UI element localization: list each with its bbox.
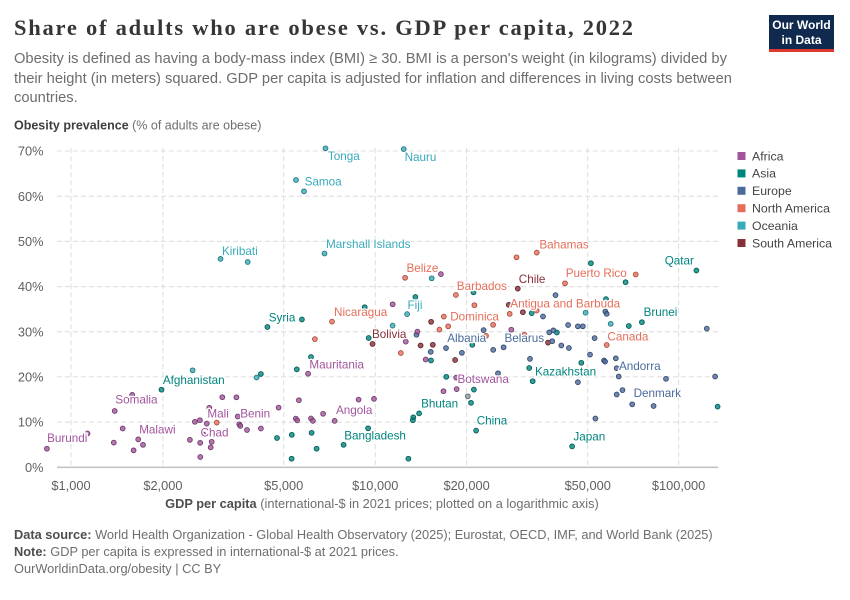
svg-text:10%: 10% xyxy=(18,415,44,430)
svg-text:Oceania: Oceania xyxy=(752,219,798,233)
svg-text:Fiji: Fiji xyxy=(408,299,423,312)
svg-text:Nicaragua: Nicaragua xyxy=(334,306,388,319)
svg-text:Obesity prevalence (% of adult: Obesity prevalence (% of adults are obes… xyxy=(14,119,261,133)
svg-text:Malawi: Malawi xyxy=(139,424,175,437)
svg-text:$2,000: $2,000 xyxy=(143,478,182,493)
svg-text:Puerto Rico: Puerto Rico xyxy=(566,267,628,280)
svg-text:Qatar: Qatar xyxy=(665,254,694,267)
svg-text:Asia: Asia xyxy=(752,167,776,181)
svg-text:Mali: Mali xyxy=(207,407,228,420)
svg-text:Chile: Chile xyxy=(519,273,546,286)
svg-text:Nauru: Nauru xyxy=(405,151,437,164)
svg-text:Somalia: Somalia xyxy=(115,393,158,406)
svg-text:Bhutan: Bhutan xyxy=(421,397,458,410)
svg-text:$50,000: $50,000 xyxy=(565,478,611,493)
svg-text:Bangladesh: Bangladesh xyxy=(344,429,406,442)
svg-text:Syria: Syria xyxy=(269,312,296,325)
svg-text:Afghanistan: Afghanistan xyxy=(163,374,225,387)
svg-text:$100,000: $100,000 xyxy=(652,478,705,493)
svg-text:Barbados: Barbados xyxy=(457,280,507,293)
svg-text:Marshall Islands: Marshall Islands xyxy=(326,238,411,251)
svg-text:0%: 0% xyxy=(25,460,44,475)
svg-text:GDP per capita (international-: GDP per capita (international-$ in 2021 … xyxy=(165,496,599,511)
svg-text:60%: 60% xyxy=(18,189,44,204)
svg-text:Albania: Albania xyxy=(447,332,486,345)
svg-text:$10,000: $10,000 xyxy=(352,478,398,493)
svg-text:Brunei: Brunei xyxy=(644,306,678,319)
svg-text:North America: North America xyxy=(752,202,830,216)
svg-text:30%: 30% xyxy=(18,324,44,339)
svg-text:$1,000: $1,000 xyxy=(51,478,90,493)
svg-text:Belize: Belize xyxy=(407,262,439,275)
svg-text:Dominica: Dominica xyxy=(450,311,499,324)
svg-text:Chad: Chad xyxy=(201,427,229,440)
svg-text:Mauritania: Mauritania xyxy=(309,359,364,372)
svg-text:Kazakhstan: Kazakhstan xyxy=(535,366,596,379)
svg-text:Bahamas: Bahamas xyxy=(539,239,589,252)
svg-text:Antigua and Barbuda: Antigua and Barbuda xyxy=(510,297,620,310)
svg-text:Kiribati: Kiribati xyxy=(222,245,258,258)
svg-text:$5,000: $5,000 xyxy=(264,478,303,493)
svg-text:Bolivia: Bolivia xyxy=(372,328,407,341)
svg-text:Angola: Angola xyxy=(336,404,373,417)
svg-text:Denmark: Denmark xyxy=(634,387,682,400)
svg-text:$20,000: $20,000 xyxy=(443,478,489,493)
svg-text:70%: 70% xyxy=(18,144,44,159)
svg-text:Burundi: Burundi xyxy=(47,432,87,445)
svg-text:Benin: Benin xyxy=(240,407,270,420)
svg-text:40%: 40% xyxy=(18,279,44,294)
svg-text:50%: 50% xyxy=(18,234,44,249)
svg-text:South America: South America xyxy=(752,236,832,250)
svg-text:20%: 20% xyxy=(18,370,44,385)
svg-text:Europe: Europe xyxy=(752,184,792,198)
svg-text:Belarus: Belarus xyxy=(505,332,545,345)
svg-text:Japan: Japan xyxy=(573,430,605,443)
svg-text:Botswana: Botswana xyxy=(458,373,510,386)
svg-text:Africa: Africa xyxy=(752,149,784,163)
svg-text:Tonga: Tonga xyxy=(328,150,360,163)
svg-text:Andorra: Andorra xyxy=(619,360,661,373)
svg-text:Samoa: Samoa xyxy=(305,175,343,188)
svg-text:China: China xyxy=(477,414,508,427)
svg-text:Canada: Canada xyxy=(607,330,648,343)
